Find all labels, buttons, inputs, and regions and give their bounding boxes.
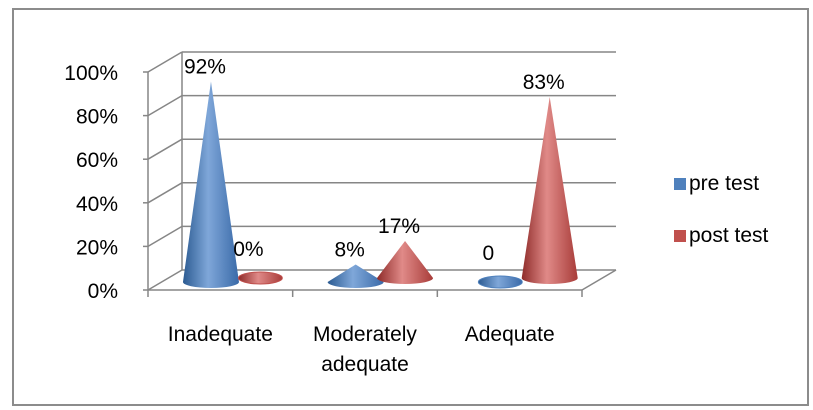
cone-pre-test-0 [182, 81, 239, 288]
x-category-label: Moderately adequate [313, 323, 417, 376]
cone-pre-test-1 [327, 264, 384, 288]
data-label: 83% [523, 71, 565, 94]
gridline-diagonal [147, 225, 183, 248]
y-tick-label: 100% [64, 62, 118, 85]
y-tick-label: 60% [76, 149, 118, 172]
data-label: 17% [378, 215, 420, 238]
x-category-label: Inadequate [168, 323, 273, 346]
legend-swatch-post-test [674, 230, 686, 242]
y-tick-label: 80% [76, 106, 118, 129]
y-tick-label: 40% [76, 193, 118, 216]
legend-label: post test [689, 224, 769, 247]
x-category-label: Adequate [465, 323, 555, 346]
data-label: 0% [233, 238, 263, 261]
gridline-diagonal [147, 182, 183, 204]
chart-frame [12, 8, 809, 406]
data-label: 92% [184, 55, 226, 78]
floor-edge [581, 269, 617, 291]
y-tick-label: 20% [76, 236, 118, 259]
cone-post-test-1 [377, 240, 434, 284]
legend-label: pre test [689, 172, 759, 195]
legend-swatch-pre-test [674, 178, 686, 190]
cone-post-test-0 [237, 271, 283, 285]
cone-pre-test-2 [477, 275, 523, 289]
y-tick-label: 0% [88, 280, 118, 303]
gridline-diagonal [147, 51, 183, 73]
gridline-diagonal [147, 138, 183, 160]
gridline-diagonal [147, 269, 183, 291]
data-label: 8% [334, 239, 364, 262]
data-label: 0 [482, 242, 494, 265]
cone-post-test-2 [521, 97, 578, 284]
gridline-diagonal [147, 94, 183, 117]
